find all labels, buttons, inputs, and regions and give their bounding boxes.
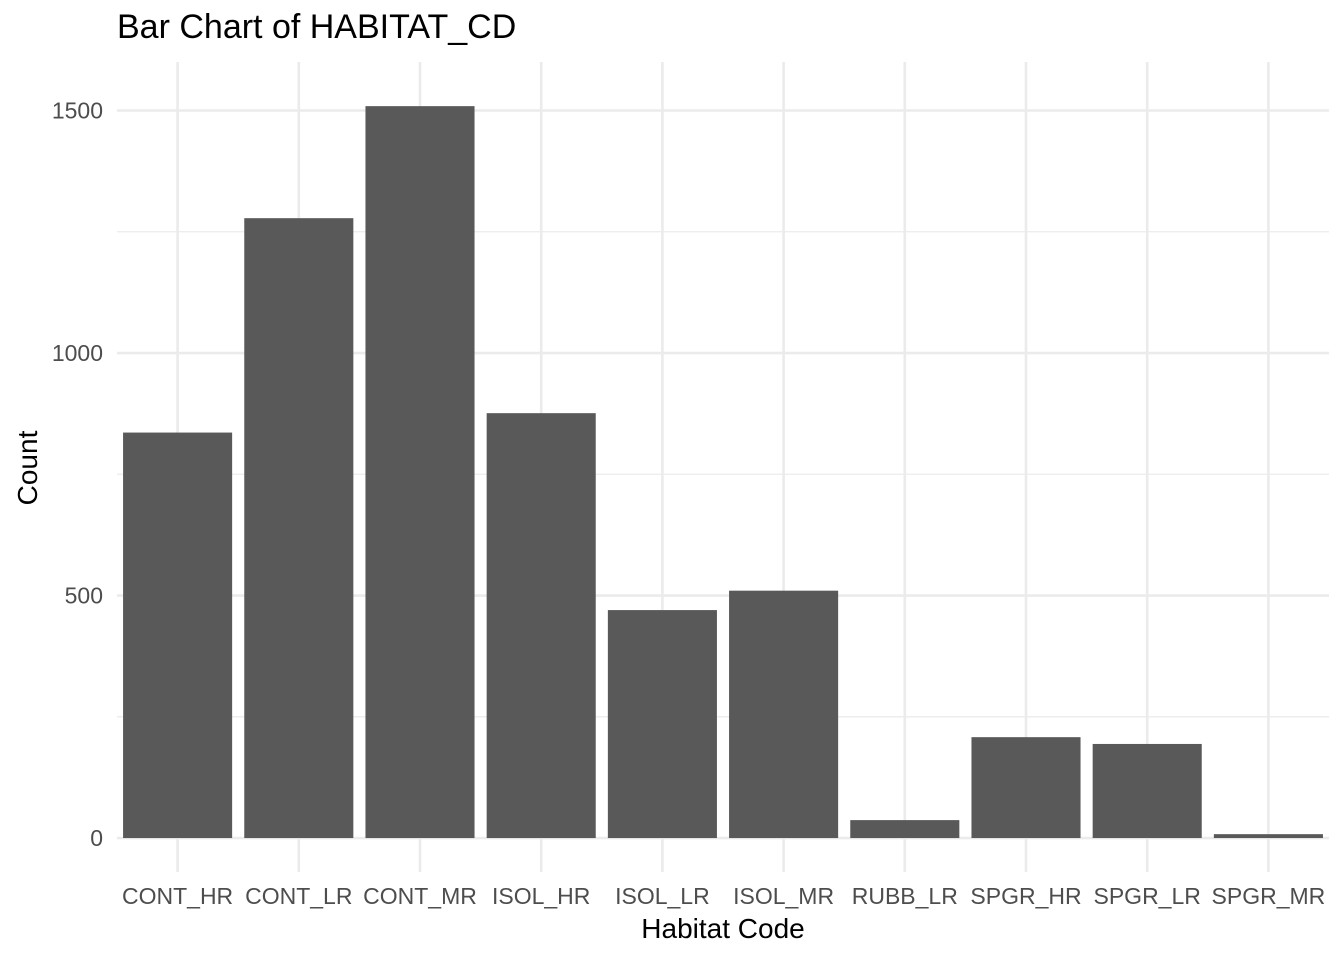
bar-rubb-lr <box>850 820 960 839</box>
x-tick-label: ISOL_LR <box>615 883 710 909</box>
bar-spgr-mr <box>1213 834 1323 839</box>
x-axis-ticks: CONT_HR CONT_LR CONT_MR ISOL_HR ISOL_LR ISOL_… <box>122 883 1325 909</box>
x-tick-label: SPGR_LR <box>1094 883 1201 909</box>
x-tick-label: ISOL_HR <box>492 883 590 909</box>
bar-isol-hr <box>486 413 596 839</box>
bar-spgr-hr <box>971 737 1081 839</box>
bars <box>123 106 1323 839</box>
x-tick-label: SPGR_HR <box>970 883 1081 909</box>
x-tick-label: CONT_MR <box>363 883 477 909</box>
y-axis-title: Count <box>12 430 43 505</box>
bar-cont-mr <box>365 106 475 839</box>
bar-isol-mr <box>729 590 839 839</box>
bar-spgr-lr <box>1092 743 1202 839</box>
x-tick-label: CONT_HR <box>122 883 233 909</box>
y-axis-ticks: 0 500 1000 1500 <box>52 98 103 852</box>
chart-title: Bar Chart of HABITAT_CD <box>117 8 517 46</box>
x-tick-label: ISOL_MR <box>733 883 834 909</box>
y-tick-label: 1000 <box>52 340 103 366</box>
bar-isol-lr <box>607 610 717 839</box>
x-axis-title: Habitat Code <box>641 913 804 944</box>
bar-cont-hr <box>123 432 233 839</box>
y-tick-label: 1500 <box>52 98 103 124</box>
y-tick-label: 500 <box>65 583 103 609</box>
y-tick-label: 0 <box>90 825 103 851</box>
x-tick-label: SPGR_MR <box>1212 883 1326 909</box>
x-tick-label: RUBB_LR <box>852 883 958 909</box>
bar-cont-lr <box>244 218 354 839</box>
x-tick-label: CONT_LR <box>245 883 352 909</box>
